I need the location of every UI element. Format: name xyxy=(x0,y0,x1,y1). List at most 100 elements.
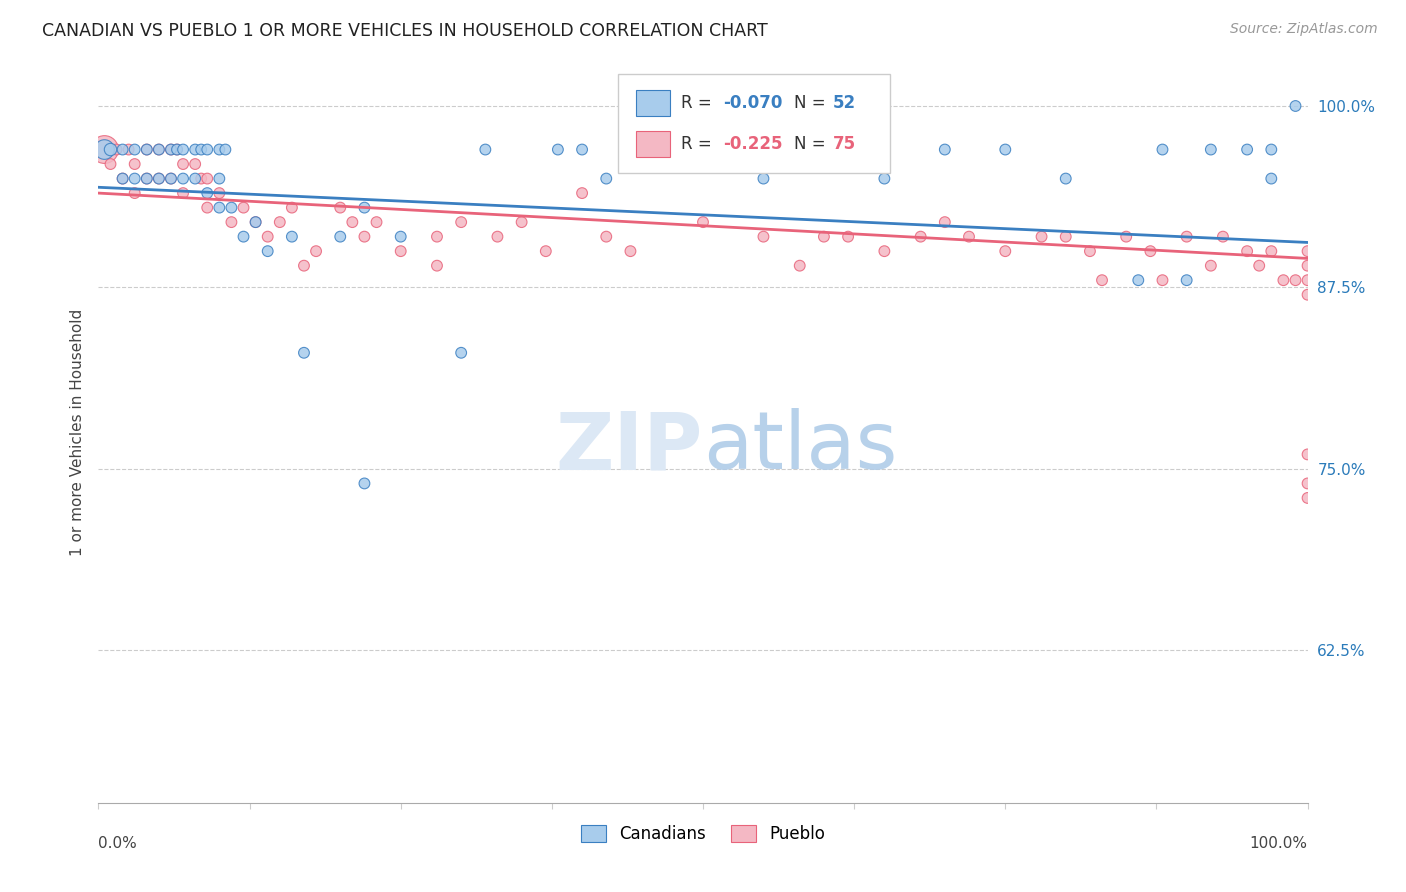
Point xyxy=(269,215,291,229)
Point xyxy=(1260,244,1282,259)
Text: -0.225: -0.225 xyxy=(724,135,783,153)
Point xyxy=(595,171,617,186)
FancyBboxPatch shape xyxy=(619,73,890,173)
Point xyxy=(353,476,375,491)
Point xyxy=(353,229,375,244)
Point xyxy=(232,229,254,244)
Point xyxy=(184,143,207,157)
Point xyxy=(148,143,170,157)
Point xyxy=(547,143,569,157)
Point xyxy=(426,229,449,244)
Point xyxy=(1296,259,1319,273)
Point xyxy=(184,171,207,186)
Point xyxy=(190,171,212,186)
Point xyxy=(1296,476,1319,491)
Point xyxy=(1139,244,1161,259)
Point xyxy=(389,229,412,244)
Text: 52: 52 xyxy=(832,95,855,112)
Point xyxy=(195,143,218,157)
Point xyxy=(221,215,243,229)
Text: N =: N = xyxy=(793,95,831,112)
Point xyxy=(873,171,896,186)
Point xyxy=(124,186,146,200)
Point xyxy=(256,244,278,259)
Point xyxy=(160,143,183,157)
Point xyxy=(93,143,115,157)
Point xyxy=(873,244,896,259)
Point xyxy=(571,143,593,157)
Point xyxy=(752,171,775,186)
Point xyxy=(160,171,183,186)
Point xyxy=(160,143,183,157)
Point xyxy=(1054,229,1077,244)
Point xyxy=(1284,273,1306,287)
Point xyxy=(172,143,194,157)
Point xyxy=(1175,229,1198,244)
Point xyxy=(111,171,134,186)
Point xyxy=(486,229,509,244)
Text: 0.0%: 0.0% xyxy=(98,836,138,851)
Point xyxy=(474,143,496,157)
Point xyxy=(214,143,236,157)
FancyBboxPatch shape xyxy=(637,130,671,157)
Point xyxy=(1115,229,1137,244)
Point xyxy=(692,215,714,229)
Text: 100.0%: 100.0% xyxy=(1250,836,1308,851)
Point xyxy=(1128,273,1150,287)
Point xyxy=(172,171,194,186)
Point xyxy=(1284,99,1306,113)
Point xyxy=(245,215,267,229)
Point xyxy=(534,244,557,259)
Point xyxy=(1054,171,1077,186)
Point xyxy=(105,143,128,157)
Point xyxy=(195,201,218,215)
Point xyxy=(292,345,315,359)
Point xyxy=(1091,273,1114,287)
Point xyxy=(195,171,218,186)
Point xyxy=(208,186,231,200)
Point xyxy=(1296,447,1319,461)
Point xyxy=(148,143,170,157)
Point xyxy=(292,259,315,273)
Text: -0.070: -0.070 xyxy=(724,95,783,112)
Text: Source: ZipAtlas.com: Source: ZipAtlas.com xyxy=(1230,22,1378,37)
Point xyxy=(1152,143,1174,157)
Point xyxy=(124,157,146,171)
Text: atlas: atlas xyxy=(703,409,897,486)
Point xyxy=(1296,491,1319,505)
Point xyxy=(837,229,859,244)
Point xyxy=(172,186,194,200)
Text: ZIP: ZIP xyxy=(555,409,703,486)
Point xyxy=(813,229,835,244)
Point xyxy=(281,201,304,215)
Point xyxy=(353,201,375,215)
Point xyxy=(256,229,278,244)
Point xyxy=(118,143,141,157)
Point xyxy=(148,171,170,186)
Point xyxy=(957,229,980,244)
Text: CANADIAN VS PUEBLO 1 OR MORE VEHICLES IN HOUSEHOLD CORRELATION CHART: CANADIAN VS PUEBLO 1 OR MORE VEHICLES IN… xyxy=(42,22,768,40)
Point xyxy=(100,143,122,157)
Point xyxy=(172,157,194,171)
Point xyxy=(329,229,352,244)
Legend: Canadians, Pueblo: Canadians, Pueblo xyxy=(574,819,832,850)
Point xyxy=(510,215,533,229)
Point xyxy=(910,229,932,244)
Point xyxy=(1152,273,1174,287)
Point xyxy=(232,201,254,215)
Point xyxy=(789,259,811,273)
Point xyxy=(450,345,472,359)
Point xyxy=(190,143,212,157)
Point xyxy=(619,244,641,259)
Point xyxy=(135,143,157,157)
Point xyxy=(135,171,157,186)
Point xyxy=(135,143,157,157)
Point xyxy=(195,186,218,200)
Point xyxy=(1175,273,1198,287)
Point xyxy=(111,143,134,157)
Point xyxy=(1199,143,1222,157)
Point xyxy=(934,215,956,229)
Point xyxy=(1199,259,1222,273)
Point xyxy=(571,186,593,200)
Point xyxy=(934,143,956,157)
